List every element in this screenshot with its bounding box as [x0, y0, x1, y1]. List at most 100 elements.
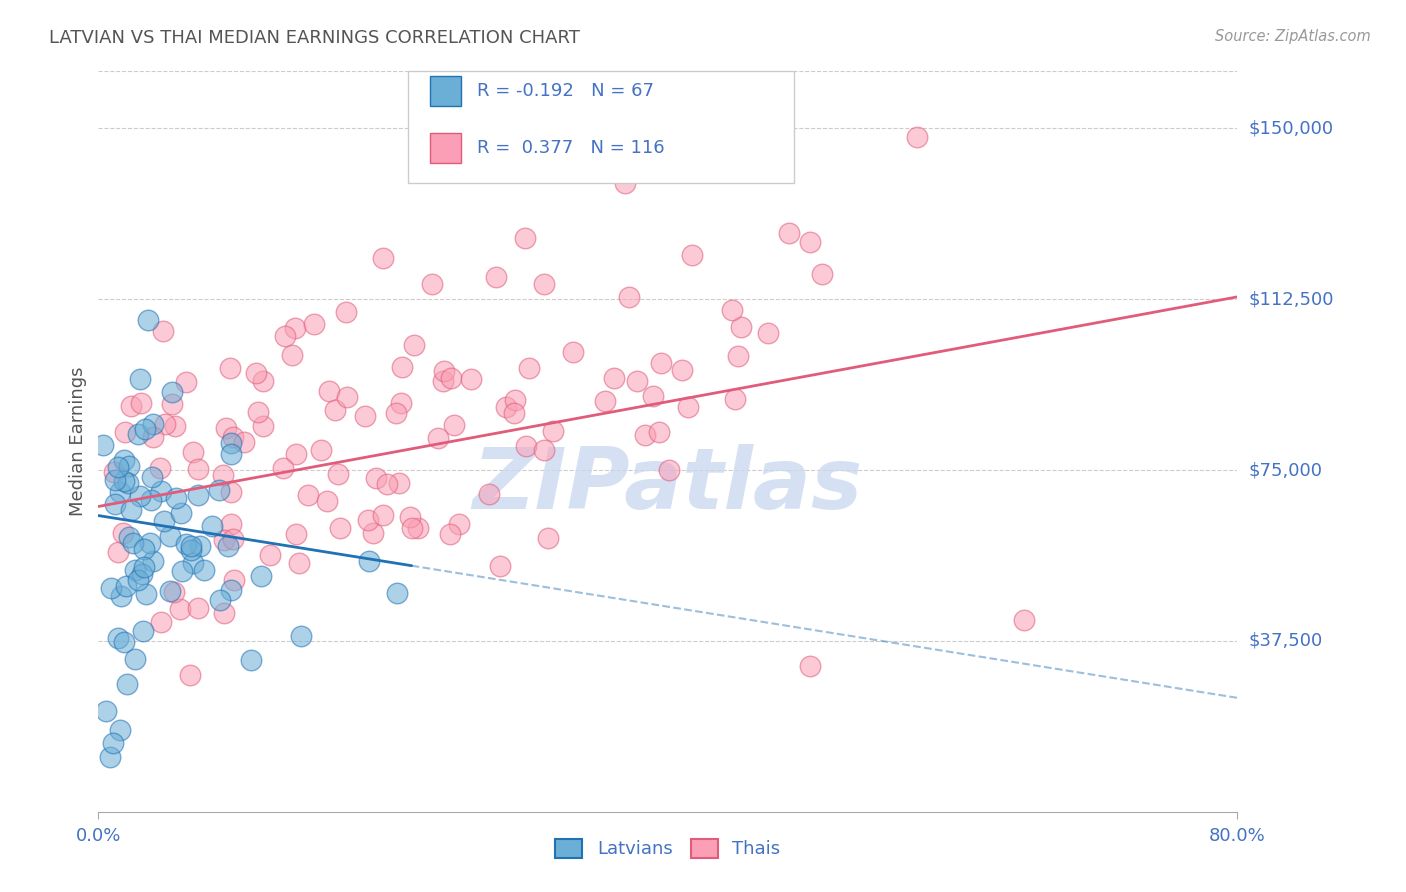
Point [153, 514, 176, 528]
Y-axis label: Median Earnings: Median Earnings [69, 367, 87, 516]
Point [811, 268, 834, 282]
Point [112, 634, 135, 648]
Point [114, 475, 136, 489]
Point [183, 556, 205, 570]
Point [328, 521, 350, 535]
Point [98, 750, 121, 764]
Point [218, 360, 240, 375]
Point [449, 516, 471, 531]
Point [650, 356, 672, 370]
Text: $37,500: $37,500 [1249, 632, 1323, 650]
Point [724, 392, 747, 406]
Point [323, 403, 346, 417]
Point [502, 406, 524, 420]
Point [128, 489, 150, 503]
Point [152, 324, 174, 338]
Point [117, 458, 139, 473]
Text: $75,000: $75,000 [1249, 461, 1323, 479]
Point [201, 519, 224, 533]
Point [426, 431, 449, 445]
Point [127, 427, 149, 442]
Text: R =  0.377   N = 116: R = 0.377 N = 116 [477, 139, 664, 157]
Point [284, 526, 307, 541]
Point [756, 326, 779, 340]
Point [648, 425, 671, 439]
Point [799, 659, 821, 673]
Point [101, 736, 124, 750]
Point [128, 372, 150, 386]
Text: LATVIAN VS THAI MEDIAN EARNINGS CORRELATION CHART: LATVIAN VS THAI MEDIAN EARNINGS CORRELAT… [49, 29, 581, 46]
Point [1012, 613, 1035, 627]
Point [124, 563, 146, 577]
Point [387, 586, 409, 600]
Point [215, 420, 238, 434]
Point [114, 425, 136, 439]
Point [432, 374, 454, 388]
Point [778, 226, 800, 240]
Point [155, 417, 177, 431]
Text: $150,000: $150,000 [1249, 120, 1333, 137]
Point [107, 459, 129, 474]
Point [132, 541, 155, 556]
Point [107, 545, 129, 559]
Point [115, 677, 138, 691]
Point [284, 447, 307, 461]
Point [533, 277, 555, 291]
Point [142, 417, 165, 431]
Point [304, 317, 326, 331]
Point [406, 521, 429, 535]
Legend: Latvians, Thais: Latvians, Thais [548, 832, 787, 865]
Point [122, 536, 145, 550]
Point [139, 535, 162, 549]
Point [165, 491, 187, 505]
Point [136, 312, 159, 326]
Point [222, 574, 245, 588]
Point [433, 364, 456, 378]
Point [905, 130, 928, 145]
Point [239, 653, 262, 667]
Point [111, 526, 134, 541]
Point [149, 460, 172, 475]
Point [391, 359, 413, 374]
Point [149, 615, 172, 630]
Point [107, 631, 129, 645]
Point [222, 533, 245, 547]
Point [284, 321, 307, 335]
Point [721, 303, 744, 318]
Point [222, 430, 245, 444]
Point [363, 525, 385, 540]
Point [114, 453, 136, 467]
Point [634, 427, 657, 442]
Point [371, 251, 394, 265]
Point [129, 396, 152, 410]
Point [614, 176, 637, 190]
Point [208, 483, 231, 498]
Point [537, 531, 560, 545]
Point [91, 438, 114, 452]
Point [188, 539, 211, 553]
Point [120, 399, 142, 413]
Point [163, 585, 186, 599]
Point [159, 583, 181, 598]
Point [619, 290, 641, 304]
Point [120, 503, 142, 517]
Point [219, 485, 242, 500]
Point [219, 582, 242, 597]
Point [517, 361, 540, 376]
Point [170, 506, 193, 520]
Point [593, 394, 616, 409]
Point [212, 533, 235, 548]
Point [478, 487, 501, 501]
Point [641, 389, 664, 403]
Point [280, 348, 302, 362]
Point [671, 363, 693, 377]
Point [124, 652, 146, 666]
Point [141, 470, 163, 484]
Point [160, 397, 183, 411]
Point [104, 497, 127, 511]
Point [212, 468, 235, 483]
Point [676, 400, 699, 414]
Point [174, 375, 197, 389]
Point [561, 345, 583, 359]
Point [318, 384, 340, 398]
